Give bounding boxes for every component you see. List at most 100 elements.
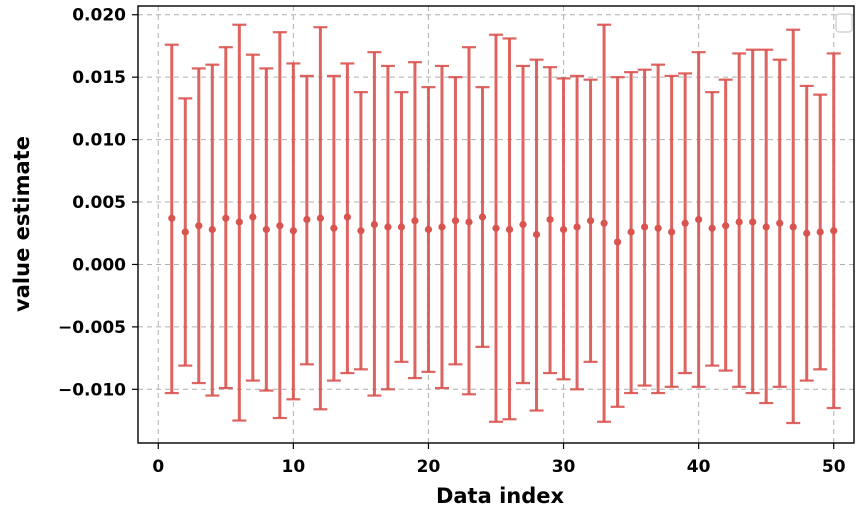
errorbar-point [232,23,247,422]
errorbar-point [826,52,841,410]
errorbar-point [205,63,220,397]
errorbar-point [637,68,652,387]
data-point [195,222,203,230]
data-point [708,224,716,232]
errorbar-point [718,78,733,372]
errorbar-point [313,26,328,411]
errorbar-point [407,61,422,380]
errorbar-point [394,91,409,363]
errorbar-point [340,62,355,375]
data-point [181,228,189,236]
data-point [276,222,284,230]
data-point [546,215,554,224]
data-point [330,224,338,232]
data-point [249,213,257,221]
errorbar-point [799,84,814,382]
x-tick-label: 0 [152,457,164,477]
data-point [451,217,460,225]
errorbar-point [556,77,571,381]
x-tick-label: 40 [687,457,711,477]
axes-frame [137,5,855,444]
errorbar-point [624,71,639,395]
errorbar-point [164,43,179,395]
data-point [641,223,649,231]
data-point [735,218,743,226]
x-tick-label: 50 [822,457,846,477]
errorbar-point [786,28,801,425]
errorbar-point [543,66,558,375]
legend-box [835,13,853,33]
y-tick-label: 0.000 [72,255,126,275]
x-tick-label: 20 [417,457,441,477]
data-point [803,229,811,237]
errorbar-point [664,74,679,388]
y-axis-label: value estimate [10,136,34,312]
data-point [749,218,757,226]
errorbar-point [286,62,301,401]
y-tick-label: 0.010 [72,131,126,151]
errorbar-point [299,74,314,366]
data-point [370,220,379,229]
y-tick-label: 0.015 [72,68,126,88]
data-point [762,223,770,231]
data-point [654,224,662,232]
errorbar-point [245,53,260,382]
data-point [613,238,622,246]
errorbar-point [705,91,720,367]
data-point [586,217,595,225]
errorbar-point [745,48,760,395]
data-point [776,219,784,227]
errorbar-point [259,67,274,392]
errorbar-point [610,76,625,408]
data-point [505,225,514,234]
errorbar-point [813,93,828,371]
data-point [492,224,500,232]
errorbar-point [583,78,598,363]
errorbar-point [732,52,747,388]
data-point [695,215,703,224]
y-tick-label: 0.020 [72,6,126,26]
data-point [519,220,527,229]
data-point [262,225,270,234]
y-tick-label: −0.005 [58,318,126,338]
errorbar-point [597,23,612,423]
errorbar-point [326,74,341,382]
data-point [438,223,446,231]
data-point [600,219,608,227]
data-point [816,228,824,236]
data-point [627,228,635,236]
x-axis-ticks: 0 10 20 30 40 50 [152,443,846,477]
y-axis-ticks: −0.010 −0.005 0.000 0.005 0.010 0.015 0.020 [58,6,138,400]
errorbar-point [502,37,517,421]
data-point [478,213,487,221]
data-point [532,230,541,239]
data-point [384,223,392,231]
data-point [222,214,230,222]
data-point [411,217,419,225]
data-point [235,218,243,226]
errorbar-point [367,51,382,397]
errorbar-point [448,76,463,366]
x-tick-label: 30 [552,457,576,477]
errorbar-point [353,91,368,371]
data-point [343,213,351,221]
error-bars [164,23,841,425]
errorbar-point [759,48,774,405]
errorbar-point [380,64,395,391]
errorbar-point [461,46,476,396]
errorbar-point [516,64,531,385]
errorbar-point [489,33,503,423]
errorbar-point [691,51,706,388]
errorbar-point [678,72,693,375]
errorbar-point [570,74,585,391]
x-axis-label: Data index [436,484,565,508]
errorbar-point [272,31,287,420]
errorbar-point [529,58,544,412]
data-point [303,215,311,224]
errorbar-point [178,97,193,367]
data-point [722,222,730,230]
data-point [559,225,568,234]
data-point [789,223,797,231]
y-tick-label: 0.005 [72,193,126,213]
data-point [424,225,433,234]
